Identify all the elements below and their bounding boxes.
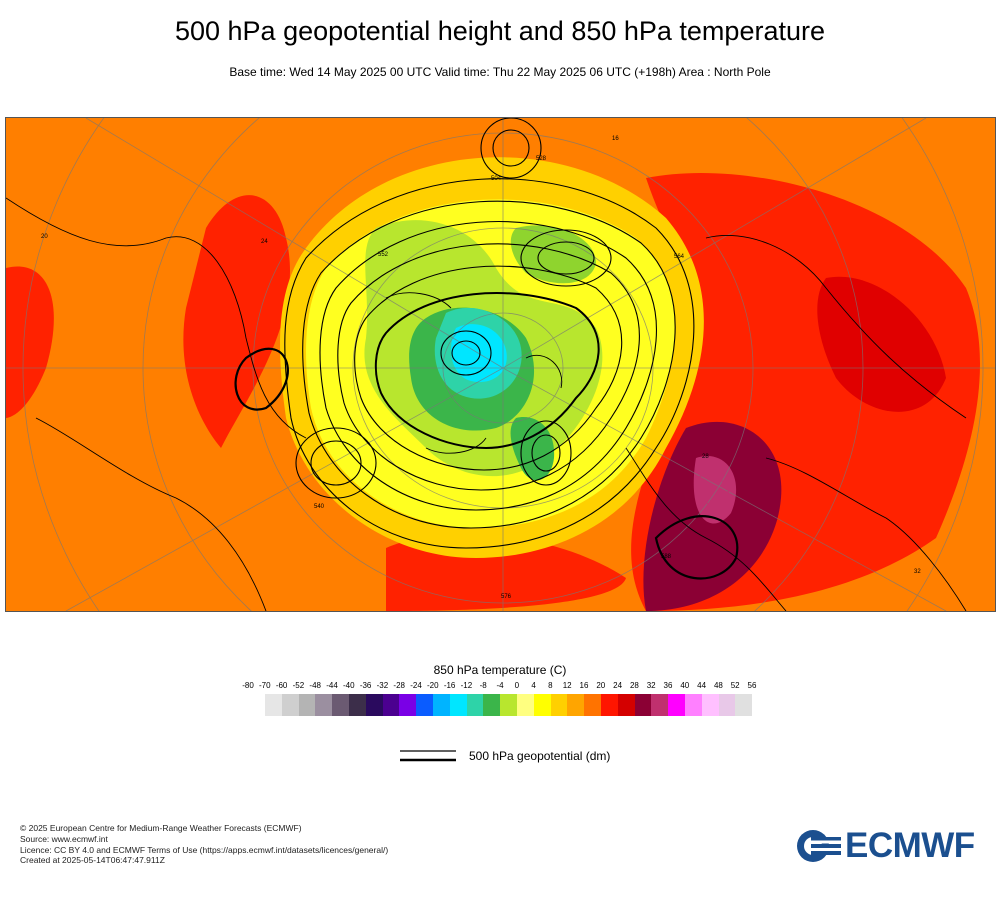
color-swatch: [684, 694, 702, 716]
ecmwf-logo-icon: [797, 830, 841, 862]
color-swatch: [265, 694, 282, 716]
svg-text:16: 16: [612, 136, 619, 142]
legend-tick-label: 24: [613, 681, 623, 690]
contour-legend-label: 500 hPa geopotential (dm): [469, 749, 611, 763]
legend-tick-label: -48: [309, 681, 321, 690]
temperature-field: 504 528 540 552 564 576 588 16 20 24 28 …: [6, 118, 995, 611]
legend-tick-label: 44: [697, 681, 707, 690]
legend-tick-label: -52: [292, 681, 305, 690]
color-swatch: [516, 694, 534, 716]
color-swatch: [634, 694, 652, 716]
legend-tick-label: -20: [427, 681, 439, 690]
color-swatch: [500, 694, 517, 716]
legend-tick-label: 0: [514, 681, 520, 690]
svg-text:576: 576: [501, 594, 512, 600]
color-swatch: [382, 694, 400, 716]
legend-tick-label: -12: [460, 681, 473, 690]
svg-text:504: 504: [491, 176, 502, 182]
legend-tick-label: 8: [548, 681, 553, 690]
coastlines: [6, 197, 967, 611]
legend-tick-label: 4: [531, 681, 536, 690]
svg-text:528: 528: [536, 156, 547, 162]
legend-tick-label: 52: [730, 681, 740, 690]
legend-tick-label: -70: [259, 681, 271, 690]
color-swatch: [735, 694, 753, 716]
legend-tick-label: -40: [343, 681, 355, 690]
color-swatch: [567, 694, 585, 716]
svg-text:28: 28: [702, 454, 709, 460]
color-swatch: [466, 694, 484, 716]
color-swatch: [584, 694, 601, 716]
legend-ticks: -80 -70 -60 -52 -48 -44 -40 -36 -32 -28 -24 -20 -16-…: [0, 681, 1000, 693]
legend-tick-label: -32: [376, 681, 389, 690]
graticule: [6, 118, 995, 611]
color-swatch: [315, 694, 333, 716]
page-subtitle: Base time: Wed 14 May 2025 00 UTC Valid …: [229, 65, 771, 79]
ecmwf-logo-text: ECMWF: [845, 826, 975, 865]
svg-text:32: 32: [914, 569, 921, 575]
legend-tick-label: -4: [496, 681, 504, 690]
legend-tick-label: -8: [479, 681, 487, 690]
color-swatch: [718, 694, 736, 716]
legend-tick-label: 16: [579, 681, 589, 690]
legend-tick-label: 56: [747, 681, 757, 690]
svg-text:540: 540: [314, 504, 325, 510]
legend-tick-label: 32: [646, 681, 656, 690]
geopotential-contours: [234, 118, 739, 580]
color-swatch: [550, 694, 568, 716]
legend-tick-label: 48: [713, 681, 723, 690]
color-swatch: [483, 694, 501, 716]
legend-tick-label: -16: [443, 681, 456, 690]
color-swatch: [281, 694, 299, 716]
legend-tick-label: -36: [359, 681, 372, 690]
polar-map[interactable]: 504 528 540 552 564 576 588 16 20 24 28 …: [5, 117, 996, 612]
color-swatch: [332, 694, 349, 716]
legend-tick-label: 12: [562, 681, 572, 690]
color-swatch: [298, 694, 316, 716]
created-line: Created at 2025-05-14T06:47:47.911Z: [20, 855, 165, 866]
legend-tick-label: -24: [410, 681, 422, 690]
color-swatch: [533, 694, 551, 716]
svg-text:564: 564: [674, 254, 685, 260]
legend-tick-label: 36: [663, 681, 673, 690]
color-scale: [265, 694, 753, 716]
color-swatch: [668, 694, 685, 716]
licence-line: Licence: CC BY 4.0 and ECMWF Terms of Us…: [20, 844, 389, 855]
copyright-line: © 2025 European Centre for Medium-Range …: [20, 823, 302, 833]
legend-tick-label: -60: [275, 681, 288, 690]
svg-text:20: 20: [41, 234, 48, 240]
legend-tick-label: -28: [393, 681, 405, 690]
color-swatch: [651, 694, 669, 716]
color-swatch: [617, 694, 635, 716]
color-swatch: [600, 694, 618, 716]
legend-title: 850 hPa temperature (C): [433, 663, 567, 677]
contour-legend: 500 hPa geopotential (dm): [400, 748, 610, 764]
legend-tick-label: 40: [680, 681, 690, 690]
svg-text:24: 24: [261, 239, 268, 245]
legend-tick-label: -44: [326, 681, 338, 690]
color-swatch: [365, 694, 383, 716]
color-swatch: [701, 694, 719, 716]
footer: © 2025 European Centre for Medium-Range …: [20, 823, 388, 866]
color-swatch: [348, 694, 366, 716]
color-swatch: [416, 694, 433, 716]
color-swatch: [432, 694, 450, 716]
page-title: 500 hPa geopotential height and 850 hPa …: [174, 16, 825, 46]
ecmwf-logo: ECMWF: [795, 826, 975, 866]
svg-text:552: 552: [378, 252, 389, 258]
color-swatch: [399, 694, 417, 716]
contour-labels: 504 528 540 552 564 576 588 16 20 24 28 …: [41, 136, 921, 600]
legend-tick-label: 20: [596, 681, 606, 690]
contour-line-sample: [400, 750, 456, 762]
color-swatch: [449, 694, 467, 716]
legend-tick-label: -80: [242, 681, 254, 690]
source-line: Source: www.ecmwf.int: [20, 833, 108, 844]
svg-text:588: 588: [661, 554, 672, 560]
legend-tick-label: 28: [629, 681, 639, 690]
